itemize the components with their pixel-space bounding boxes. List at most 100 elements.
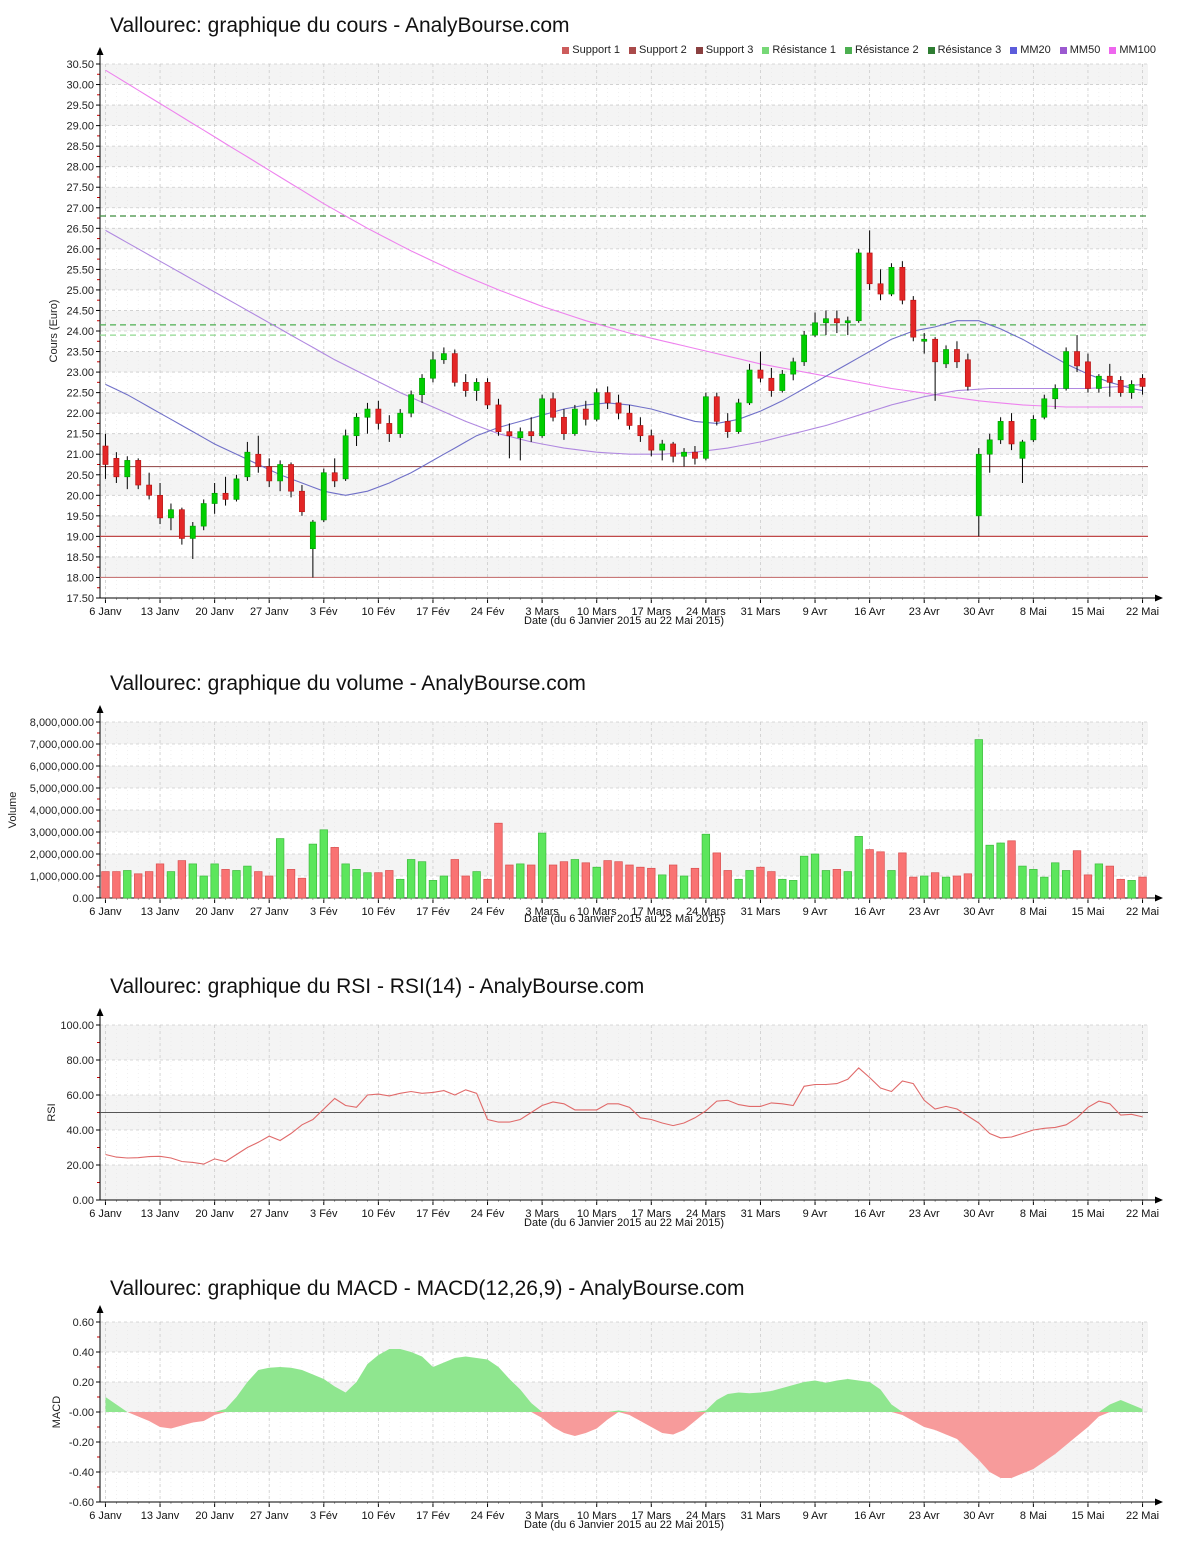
candle-up — [440, 353, 447, 361]
candle-up — [168, 509, 174, 519]
svg-text:-0.40: -0.40 — [69, 1467, 94, 1479]
volume-bar-up — [210, 863, 219, 899]
svg-text:24 Fév: 24 Fév — [471, 1208, 505, 1220]
volume-bar-up — [1040, 876, 1049, 899]
legend-swatch-icon — [1010, 46, 1018, 54]
candle-down — [910, 299, 917, 338]
candle-up — [702, 396, 709, 459]
svg-text:27.50: 27.50 — [66, 182, 94, 194]
volume-bar-down — [144, 871, 154, 899]
candle-down — [506, 431, 513, 437]
candle-up — [244, 451, 251, 478]
macd-chart-title: Vallourec: graphique du MACD - MACD(12,2… — [110, 1277, 745, 1300]
volume-bar-up — [428, 880, 438, 899]
candle-up — [233, 478, 240, 500]
candle-down — [462, 382, 469, 391]
candle-down — [550, 398, 556, 418]
svg-text:24 Mars: 24 Mars — [686, 1208, 726, 1220]
svg-text:-0.20: -0.20 — [69, 1437, 94, 1449]
volume-bar-down — [712, 852, 721, 899]
legend-swatch-icon — [695, 46, 703, 54]
candle-up — [746, 369, 753, 404]
svg-text:3 Mars: 3 Mars — [525, 606, 559, 618]
candle-down — [299, 490, 305, 513]
volume-bar-down — [374, 872, 383, 899]
svg-text:26.50: 26.50 — [66, 223, 94, 235]
candle-up — [200, 503, 207, 527]
svg-text:10 Mars: 10 Mars — [577, 606, 617, 618]
legend-item-support-3: Support 3 — [695, 44, 753, 56]
candle-down — [768, 377, 775, 391]
candle-up — [1063, 351, 1070, 389]
volume-bar-up — [985, 844, 994, 899]
svg-text:18.00: 18.00 — [66, 572, 94, 584]
volume-bar-down — [559, 861, 569, 899]
svg-text:9 Avr: 9 Avr — [803, 606, 828, 618]
candle-up — [790, 361, 797, 375]
candle-up — [593, 392, 600, 420]
candle-up — [1019, 441, 1026, 459]
volume-bar-down — [297, 877, 307, 899]
candle-down — [1139, 377, 1146, 387]
volume-bar-down — [690, 867, 700, 899]
svg-text:100.00: 100.00 — [60, 1020, 94, 1032]
candle-up — [408, 394, 415, 414]
volume-bar-up — [472, 871, 481, 899]
candle-down — [692, 451, 698, 459]
candle-up — [1030, 419, 1037, 441]
candle-up — [364, 408, 371, 418]
volume-bar-up — [1094, 863, 1104, 899]
svg-text:24 Mars: 24 Mars — [686, 1510, 726, 1522]
svg-text:6 Janv: 6 Janv — [89, 906, 122, 918]
candle-down — [484, 382, 491, 406]
candle-down — [670, 443, 677, 457]
volume-bar-down — [668, 864, 678, 899]
candle-down — [331, 472, 338, 482]
candle-down — [1074, 351, 1080, 367]
volume-bar-up — [887, 870, 896, 899]
svg-text:17 Mars: 17 Mars — [631, 1510, 671, 1522]
legend-item-résistance-3: Résistance 3 — [927, 44, 1001, 56]
candle-down — [135, 460, 142, 486]
volume-bar-down — [647, 867, 656, 899]
svg-text:31 Mars: 31 Mars — [741, 906, 781, 918]
volume-bar-down — [330, 847, 339, 899]
svg-text:17 Fév: 17 Fév — [416, 906, 450, 918]
candle-up — [844, 320, 851, 324]
volume-chart-title: Vallourec: graphique du volume - AnalyBo… — [110, 672, 586, 695]
svg-text:16 Avr: 16 Avr — [854, 1510, 885, 1522]
svg-text:27 Janv: 27 Janv — [250, 606, 289, 618]
candle-up — [812, 322, 818, 336]
volume-bar-up — [701, 833, 711, 899]
svg-text:8 Mai: 8 Mai — [1020, 606, 1047, 618]
volume-bar-down — [385, 870, 394, 899]
candle-down — [833, 318, 840, 324]
y-axis-title: Cours (Euro) — [48, 300, 60, 363]
volume-bar-up — [123, 870, 132, 899]
volume-bar-up — [537, 832, 547, 899]
svg-text:28.50: 28.50 — [66, 141, 94, 153]
volume-bar-down — [177, 860, 187, 899]
candle-down — [113, 458, 120, 478]
volume-bar-up — [243, 865, 252, 899]
macd-chart-plot: 0.60 0.40 0.20 -0.00 -0.20 -0.40 -0.606 Janv 13… — [51, 1305, 1163, 1531]
svg-text:9 Avr: 9 Avr — [803, 1510, 828, 1522]
svg-text:80.00: 80.00 — [66, 1055, 94, 1067]
svg-text:17 Mars: 17 Mars — [631, 606, 671, 618]
volume-bar-down — [865, 849, 874, 899]
rsi-line — [105, 1067, 1143, 1165]
volume-bar-up — [789, 880, 798, 899]
svg-text:17 Fév: 17 Fév — [416, 1208, 450, 1220]
volume-bar-down — [898, 852, 907, 899]
macd-positive-area — [105, 1349, 1143, 1412]
volume-bar-up — [941, 876, 951, 899]
candle-down — [375, 408, 382, 424]
candle-up — [419, 377, 425, 395]
candle-down — [178, 509, 185, 539]
svg-text:20 Janv: 20 Janv — [195, 1208, 234, 1220]
candle-up — [211, 492, 218, 504]
svg-text:3 Fév: 3 Fév — [310, 1510, 338, 1522]
svg-text:17.50: 17.50 — [66, 593, 94, 605]
svg-text:13 Janv: 13 Janv — [141, 606, 180, 618]
volume-bar-down — [756, 866, 765, 899]
